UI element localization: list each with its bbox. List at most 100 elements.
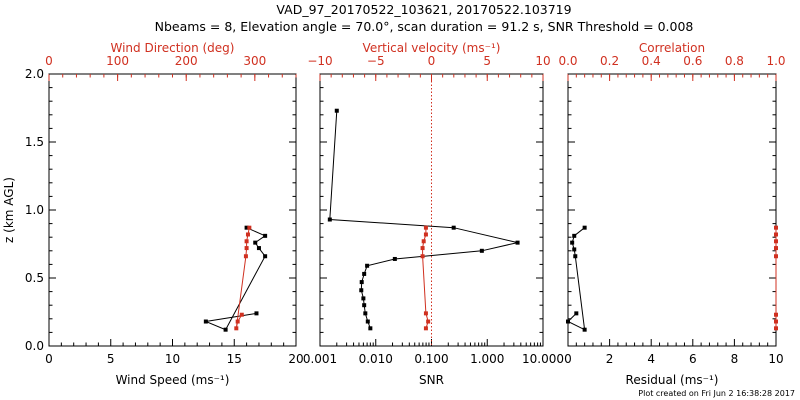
panel2-series-1-point	[420, 246, 425, 251]
panel3-top-tick-label: 0.8	[725, 54, 744, 68]
panel1-y-tick-label: 0.0	[25, 339, 44, 353]
panel3-series-0-point	[582, 225, 587, 230]
panel1-y-axis-label: z (km AGL)	[2, 177, 16, 243]
panel1-series-0-point	[254, 311, 259, 316]
panel1-series-1-point	[245, 232, 250, 237]
panel2-series-0-point	[359, 288, 364, 293]
panel3-top-tick-label: 0.6	[683, 54, 702, 68]
panel3-series-0-point	[570, 240, 575, 245]
panel2-series-0-point	[334, 108, 339, 113]
panel3-series-0-point	[573, 254, 578, 259]
panel3-top-tick-label: 1.0	[766, 54, 785, 68]
panel3-top-tick-label: 0.2	[600, 54, 619, 68]
panel2-top-axis-label: Vertical velocity (ms⁻¹)	[363, 41, 501, 55]
panel1-series-0-point	[253, 240, 258, 245]
panel2-series-1-point	[423, 232, 428, 237]
panel3-series-1-point	[774, 232, 778, 237]
panel3-series-1-point	[774, 254, 778, 259]
panel2-series-0-point	[359, 280, 364, 285]
panel1-series-1-point	[239, 312, 244, 317]
panel2-bottom-tick-label: 0.001	[303, 352, 337, 366]
panel3-series-1-point	[774, 312, 778, 317]
panel1-bottom-tick-label: 20	[288, 352, 303, 366]
panel1-series-1-point	[243, 254, 248, 259]
panel3-x-axis-label: Residual (ms⁻¹)	[626, 373, 719, 387]
panel3-bottom-tick-label: 10	[768, 352, 783, 366]
panel3-bottom-tick-label: 6	[689, 352, 697, 366]
panel2-series-0-point	[479, 248, 484, 253]
panel1-series-0-point	[256, 246, 261, 251]
panel1-y-tick-label: 0.5	[25, 271, 44, 285]
panel3-series-0-point	[574, 311, 579, 316]
panel2-series-1-point	[426, 319, 431, 324]
panel2-top-tick-label: 0	[428, 54, 436, 68]
panel3-series-1-point	[774, 225, 778, 230]
panel1-series-0-point	[223, 327, 228, 332]
panel2-series-1-point	[420, 254, 425, 259]
panel2-series-0-point	[362, 303, 367, 308]
panel1-series-0-point	[263, 254, 268, 259]
panel1-top-tick-label: 100	[106, 54, 129, 68]
panel3-top-tick-label: 0.4	[642, 54, 661, 68]
panel3-series-0-point	[572, 247, 577, 252]
panel1-y-tick-label: 1.0	[25, 203, 44, 217]
panel3-series-1-point	[774, 319, 778, 324]
panel2-x-axis-label: SNR	[419, 373, 444, 387]
panel3-series-0-point	[582, 327, 587, 332]
panel1-bottom-tick-label: 5	[107, 352, 115, 366]
panel2-series-1-point	[423, 326, 428, 331]
panel3-top-tick-label: 0.0	[558, 54, 577, 68]
panel3-series-1-point	[774, 246, 778, 251]
panel2-bottom-tick-label: 10.000	[522, 352, 564, 366]
panel3-bottom-tick-label: 0	[564, 352, 572, 366]
panel2-series-0-point	[363, 311, 368, 316]
panel2-bottom-tick-label: 1.000	[470, 352, 504, 366]
panel2-series-0-point	[361, 296, 366, 301]
panel3-series-0-point	[566, 319, 570, 324]
panel2-series-0-point	[451, 225, 456, 230]
panel1-series-1-point	[247, 225, 252, 230]
panel1-bottom-tick-label: 0	[45, 352, 53, 366]
panel1-top-tick-label: 300	[243, 54, 266, 68]
panel2-top-tick-label: 5	[483, 54, 491, 68]
panel2-bottom-tick-label: 0.100	[414, 352, 448, 366]
panel2-series-0-line	[329, 110, 518, 329]
panel1-y-tick-label: 1.5	[25, 135, 44, 149]
panel1-bottom-tick-label: 10	[165, 352, 180, 366]
panel3-top-axis-label: Correlation	[639, 41, 705, 55]
panel1-series-1-point	[244, 239, 249, 244]
panel2-bottom-tick-label: 0.010	[359, 352, 393, 366]
panel1-x-axis-label: Wind Speed (ms⁻¹)	[116, 373, 230, 387]
panel1-series-1-point	[234, 326, 239, 331]
panel1-top-axis-label: Wind Direction (deg)	[111, 41, 235, 55]
panel2-series-0-point	[515, 240, 520, 245]
panel3-series-1-point	[774, 239, 778, 244]
panel2-series-0-point	[362, 271, 367, 276]
panel3-bottom-tick-label: 8	[731, 352, 739, 366]
figure-title-line2: Nbeams = 8, Elevation angle = 70.0°, sca…	[155, 19, 694, 34]
panel2-top-tick-label: 10	[535, 54, 550, 68]
panel1-series-1-point	[244, 246, 249, 251]
panel1-top-tick-label: 0	[45, 54, 53, 68]
plot-footer: Plot created on Fri Jun 2 16:38:28 2017	[638, 389, 795, 398]
panel2-series-0-point	[327, 217, 332, 222]
panel2-series-0-point	[365, 319, 370, 324]
panel2-series-1-point	[423, 225, 428, 230]
panel2-series-0-point	[365, 263, 370, 268]
panel3-series-1-point	[774, 326, 778, 331]
panel2-series-1-point	[421, 239, 426, 244]
panel2-top-tick-label: −10	[307, 54, 332, 68]
panel3-series-0-point	[572, 233, 577, 238]
panel1-series-1-point	[235, 319, 240, 324]
panel2-series-0-point	[368, 326, 373, 331]
panel1-y-tick-label: 2.0	[25, 67, 44, 81]
panel2-top-tick-label: −5	[367, 54, 385, 68]
panel1-series-0-point	[263, 233, 268, 238]
panel3-bottom-tick-label: 2	[606, 352, 614, 366]
panel3-bottom-tick-label: 4	[647, 352, 655, 366]
figure-title-line1: VAD_97_20170522_103621, 20170522.103719	[276, 2, 571, 17]
panel1-top-tick-label: 200	[175, 54, 198, 68]
panel2-series-1-point	[423, 311, 428, 316]
